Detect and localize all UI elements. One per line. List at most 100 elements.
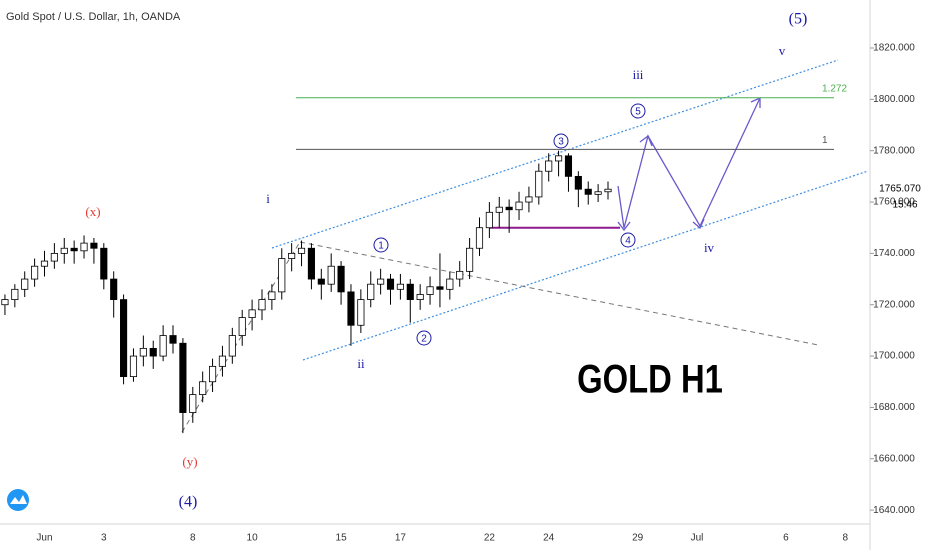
- y-tick-label: 1800.000: [873, 94, 915, 105]
- wave-label: (x): [85, 204, 100, 219]
- trend-line: [181, 241, 301, 433]
- candle-body: [218, 355, 227, 367]
- candle-body: [545, 160, 553, 172]
- candle-body: [199, 381, 207, 395]
- candle-body: [90, 242, 98, 249]
- candle-body: [594, 191, 602, 195]
- candle-body: [426, 286, 434, 295]
- candle-body: [535, 170, 543, 198]
- candle-body: [139, 347, 147, 357]
- wave-label: iv: [704, 240, 715, 255]
- candle-body: [110, 278, 118, 300]
- candle-body: [386, 278, 395, 290]
- x-tick-label: 8: [190, 533, 196, 544]
- candle-body: [40, 260, 49, 267]
- channel-upper: [271, 59, 839, 249]
- candle-body: [248, 309, 256, 318]
- candle-body: [446, 278, 454, 290]
- wave-label: i: [266, 191, 270, 206]
- candle-body: [357, 299, 365, 326]
- x-tick-label: 3: [101, 533, 107, 544]
- candle-body: [179, 342, 187, 413]
- candle-body: [278, 258, 286, 293]
- y-tick-label: 1820.000: [873, 43, 915, 54]
- wave-circle: [620, 232, 636, 248]
- candle-body: [21, 278, 29, 290]
- trend-line: [299, 241, 819, 346]
- last-price-label: 1765.070: [879, 184, 921, 195]
- wave-label: 4: [625, 236, 631, 247]
- candle-body: [564, 155, 573, 177]
- candle-body: [347, 291, 355, 326]
- wave-label: 2: [421, 334, 427, 345]
- candle-body: [584, 188, 592, 195]
- wave-label: ii: [357, 356, 365, 371]
- candle-body: [475, 227, 484, 249]
- logo: [7, 489, 29, 511]
- y-tick-label: 1700.000: [873, 351, 915, 362]
- candle-body: [149, 347, 157, 357]
- candle-body: [307, 247, 315, 280]
- wave-circle: [553, 133, 569, 149]
- candle-body: [495, 206, 503, 213]
- candle-body: [31, 265, 39, 280]
- candle-body: [80, 242, 88, 252]
- projection-arrow: [617, 221, 631, 232]
- candle-body: [525, 196, 533, 203]
- candle-body: [208, 365, 217, 383]
- candle-body: [555, 155, 563, 162]
- candle-body: [129, 355, 138, 378]
- x-tick-label: 17: [395, 533, 407, 544]
- y-tick-label: 1760.000: [873, 197, 915, 208]
- candle-body: [100, 247, 108, 280]
- candle-body: [485, 211, 493, 229]
- candle-body: [120, 299, 128, 378]
- x-tick-label: 6: [783, 533, 789, 544]
- wave-label: v: [779, 43, 786, 58]
- candle-body: [436, 286, 444, 290]
- candle-body: [515, 201, 523, 211]
- channel-lower: [302, 170, 869, 361]
- candle-body: [50, 252, 58, 262]
- candle-body: [574, 175, 582, 190]
- level-label: 1: [822, 135, 828, 146]
- wave-circle: [373, 237, 389, 253]
- y-tick-label: 1660.000: [873, 453, 915, 464]
- candle-body: [367, 283, 375, 300]
- x-tick-label: 15: [336, 533, 348, 544]
- x-tick-label: 8: [843, 533, 849, 544]
- candle-body: [70, 247, 78, 252]
- x-tick-label: 22: [484, 533, 496, 544]
- x-tick-label: 24: [543, 533, 555, 544]
- candle-body: [377, 278, 385, 285]
- y-tick-label: 1680.000: [873, 402, 915, 413]
- candle-body: [297, 247, 306, 254]
- wave-circle: [416, 330, 432, 346]
- candle-body: [466, 247, 474, 272]
- last-time-label: 15:46: [892, 200, 917, 211]
- x-tick-label: Jul: [691, 533, 704, 544]
- wave-circle: [630, 103, 646, 119]
- candle-body: [60, 247, 68, 254]
- y-tick-label: 1740.000: [873, 248, 915, 259]
- candle-body: [189, 394, 197, 413]
- candle-body: [396, 283, 404, 290]
- watermark: GOLD H1: [577, 356, 723, 401]
- y-tick-label: 1720.000: [873, 299, 915, 310]
- candle-body: [604, 188, 612, 193]
- candle-body: [505, 206, 513, 211]
- x-tick-label: Jun: [36, 533, 52, 544]
- candle-body: [268, 291, 276, 300]
- x-tick-label: 10: [247, 533, 259, 544]
- wave-label: iii: [633, 67, 644, 82]
- candle-body: [327, 265, 335, 285]
- y-tick-label: 1780.000: [873, 145, 915, 156]
- candle-body: [169, 335, 177, 344]
- projection-arrow: [692, 218, 705, 230]
- x-tick-label: 29: [632, 533, 644, 544]
- wave-label: 1: [378, 241, 384, 252]
- candle-body: [337, 265, 345, 293]
- candle-body: [11, 288, 19, 300]
- candle-body: [406, 283, 414, 300]
